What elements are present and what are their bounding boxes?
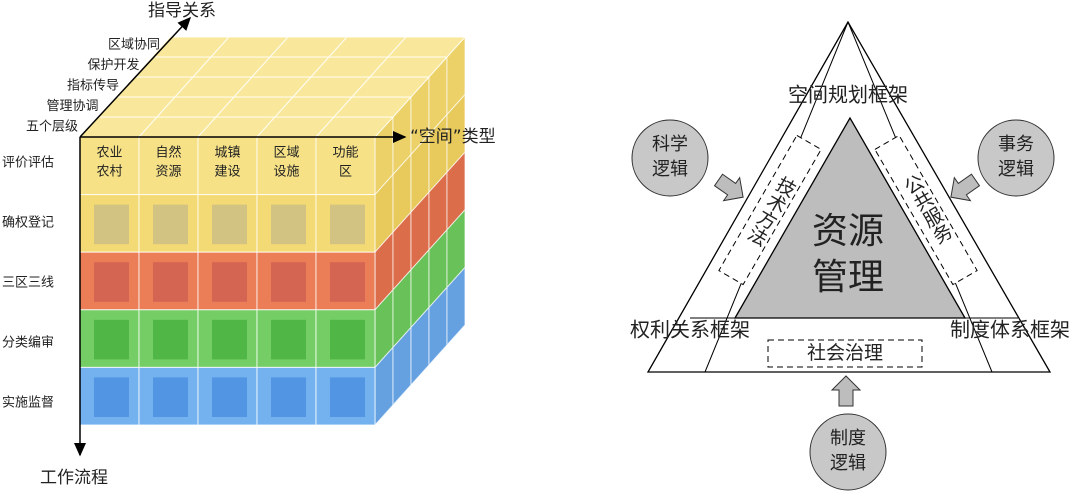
logic-circle <box>631 119 709 197</box>
cube-inner-cell <box>330 319 365 360</box>
axis-depth-label: 指导关系 <box>148 1 216 21</box>
column-label: 城镇 <box>214 146 240 161</box>
logic-circle <box>977 119 1055 197</box>
cube-inner-cell <box>212 262 247 302</box>
cube-inner-cell <box>94 204 129 245</box>
circle-label: 科学 <box>652 134 688 155</box>
column-label: 自然 <box>155 145 181 161</box>
cube-inner-cell <box>153 377 188 417</box>
cube-inner-cell <box>330 262 365 302</box>
cube-front-cell <box>256 136 317 196</box>
row-label: 三区三线 <box>2 276 54 291</box>
cube-inner-cell <box>271 377 306 417</box>
cube-top-cell <box>386 36 467 58</box>
column-label: 农业 <box>96 146 122 161</box>
cube-inner-cell <box>153 262 188 302</box>
circle-label: 事务 <box>998 134 1034 155</box>
column-label: 农村 <box>96 165 122 180</box>
axis-depth <box>79 16 192 138</box>
cube-inner-cell <box>330 204 365 245</box>
arrow <box>830 375 862 407</box>
depth-label: 保护开发 <box>87 57 139 73</box>
column-label: 设施 <box>273 165 299 180</box>
depth-label: 管理协调 <box>46 99 98 114</box>
frame-label: 空间规划框架 <box>788 83 908 107</box>
circle-label: 逻辑 <box>830 453 866 474</box>
cube-inner-cell <box>94 262 129 302</box>
row-label: 评价评估 <box>2 156 54 171</box>
cube-inner-cell <box>271 204 306 245</box>
cube-front-cell <box>79 136 140 196</box>
column-label: 功能 <box>332 146 358 161</box>
cube-inner-cell <box>212 319 247 360</box>
frame-label: 权利关系框架 <box>630 318 750 342</box>
cube-diagram <box>78 35 467 427</box>
cube-side-cell <box>446 266 466 347</box>
axis-x-label: “空间”类型 <box>410 127 496 147</box>
cube-front-cell <box>315 136 376 196</box>
cube-inner-cell <box>271 262 306 302</box>
circle-label: 逻辑 <box>998 159 1034 180</box>
cube-inner-cell <box>212 204 247 245</box>
column-label: 建设 <box>214 165 240 180</box>
circle-label: 制度 <box>830 428 866 449</box>
cube-inner-cell <box>330 377 365 417</box>
cube-inner-cell <box>94 319 129 360</box>
band-label: 社会治理 <box>807 342 883 364</box>
circle-label: 逻辑 <box>652 159 688 180</box>
cube-inner-cell <box>94 377 129 417</box>
band-box <box>767 339 923 368</box>
column-label: 资源 <box>155 165 181 180</box>
cube-inner-cell <box>212 377 247 417</box>
axis-y-label: 工作流程 <box>40 468 108 488</box>
cube-inner-cell <box>271 319 306 360</box>
band-box <box>718 134 822 286</box>
depth-label: 区域协同 <box>108 38 160 53</box>
core-label: 管理 <box>812 257 884 298</box>
core-label: 资源 <box>812 211 884 252</box>
depth-label: 指标传导 <box>67 79 119 94</box>
core-triangle <box>733 116 967 319</box>
logic-circle <box>809 413 887 491</box>
cube-inner-cell <box>153 204 188 245</box>
arrow <box>713 173 744 202</box>
column-label: 区 <box>339 165 352 180</box>
row-label: 确权登记 <box>2 215 54 231</box>
cube-inner-cell <box>153 319 188 360</box>
column-label: 区域 <box>273 146 299 161</box>
depth-label: 五个层级 <box>26 120 78 135</box>
row-label: 实施监督 <box>2 396 54 411</box>
band-box <box>874 134 978 286</box>
frame-label: 制度体系框架 <box>950 318 1070 342</box>
triangle-diagram: 技术方法 公共服务 社会治理 空间规划框架 权利关系框架 制度体系框架 资源 管… <box>630 20 1070 491</box>
arrow <box>950 173 981 202</box>
row-label: 分类编审 <box>2 336 54 351</box>
